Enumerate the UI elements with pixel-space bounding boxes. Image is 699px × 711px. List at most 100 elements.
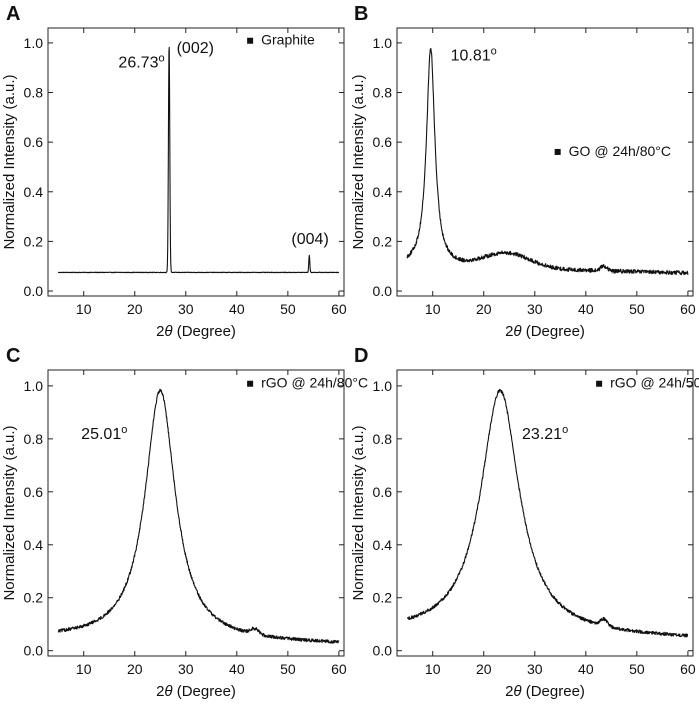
y-tick-label: 0.2 xyxy=(373,233,393,249)
x-axis-title: 2θ (Degree) xyxy=(156,323,236,340)
plot-frame xyxy=(396,369,694,657)
x-tick-label: 10 xyxy=(425,661,441,677)
x-axis-title-suffix: (Degree) xyxy=(522,683,585,700)
legend-marker xyxy=(596,380,603,387)
x-tick-label: 10 xyxy=(76,661,92,677)
x-axis-title-symbol: θ xyxy=(513,323,521,340)
x-tick-label: 60 xyxy=(331,301,347,317)
x-tick-label: 50 xyxy=(280,661,296,677)
x-tick-label: 30 xyxy=(527,301,543,317)
x-axis-title-suffix: (Degree) xyxy=(522,323,585,340)
xrd-series-line xyxy=(57,388,340,644)
degree-mark: o xyxy=(562,424,568,436)
plot-frame xyxy=(47,27,345,297)
xrd-series-line xyxy=(57,46,340,274)
panel-letter: D xyxy=(354,345,368,367)
y-tick-label: 1.0 xyxy=(24,378,44,394)
annotation-value: (002) xyxy=(177,40,214,57)
x-axis-title: 2θ (Degree) xyxy=(505,323,585,340)
y-tick-label: 0.8 xyxy=(24,431,44,447)
x-axis-title-symbol: θ xyxy=(164,323,172,340)
y-tick-label: 0.4 xyxy=(24,184,44,200)
y-tick-label: 1.0 xyxy=(373,35,393,51)
x-axis-title-prefix: 2 xyxy=(156,683,164,700)
x-tick-label: 20 xyxy=(127,301,143,317)
x-tick-label: 60 xyxy=(680,661,696,677)
legend-marker xyxy=(247,380,254,387)
x-tick-label: 30 xyxy=(527,661,543,677)
x-tick-label: 50 xyxy=(629,661,645,677)
legend-label: GO @ 24h/80°C xyxy=(569,143,671,159)
panel-letter: B xyxy=(354,3,368,25)
peak-annotation: (002) xyxy=(177,40,214,57)
legend-label: rGO @ 24h/50°C xyxy=(610,375,699,391)
panel-letter: C xyxy=(6,345,20,367)
x-tick-label: 60 xyxy=(680,301,696,317)
x-tick-label: 40 xyxy=(229,301,245,317)
panel-a: A 10 20 30 40 50 60 0.0 0.2 0.4 0.6 0.8 1.0 2θ (Degre… xyxy=(1,3,347,340)
panel-c: C 10 20 30 40 50 60 0.0 0.2 0.4 0.6 0.8 1.0 2θ (Degre… xyxy=(1,345,368,700)
degree-mark: o xyxy=(491,45,497,57)
y-tick-label: 0.8 xyxy=(373,85,393,101)
y-tick-label: 0.2 xyxy=(373,590,393,606)
legend-label: rGO @ 24h/80°C xyxy=(261,375,368,391)
y-tick-label: 0.6 xyxy=(373,134,393,150)
y-tick-label: 0.0 xyxy=(24,283,44,299)
y-axis-title: Normalized Intensity (a.u.) xyxy=(1,74,18,249)
annotation-value: (004) xyxy=(291,231,328,248)
x-tick-label: 20 xyxy=(127,661,143,677)
peak-annotation: 10.81o xyxy=(451,45,497,64)
y-tick-label: 0.6 xyxy=(24,134,44,150)
annotation-value: 25.01 xyxy=(81,426,121,443)
y-axis-title: Normalized Intensity (a.u.) xyxy=(1,425,18,600)
plot-frame xyxy=(47,369,345,657)
y-tick-label: 0.2 xyxy=(24,233,44,249)
x-tick-label: 20 xyxy=(476,301,492,317)
y-tick-label: 0.8 xyxy=(373,431,393,447)
x-tick-label: 10 xyxy=(425,301,441,317)
x-tick-label: 30 xyxy=(178,301,194,317)
y-axis-title: Normalized Intensity (a.u.) xyxy=(350,425,367,600)
y-tick-label: 0.0 xyxy=(373,643,393,659)
x-axis-title-suffix: (Degree) xyxy=(173,323,236,340)
x-tick-label: 40 xyxy=(578,661,594,677)
y-tick-label: 0.0 xyxy=(373,283,393,299)
legend-marker xyxy=(554,148,561,155)
y-tick-label: 0.4 xyxy=(24,537,44,553)
x-tick-label: 20 xyxy=(476,661,492,677)
y-tick-label: 0.2 xyxy=(24,590,44,606)
x-axis-title: 2θ (Degree) xyxy=(505,683,585,700)
annotation-value: 26.73 xyxy=(118,55,158,72)
x-tick-label: 50 xyxy=(629,301,645,317)
legend-label: Graphite xyxy=(261,32,315,48)
annotation-value: 10.81 xyxy=(451,47,491,64)
x-axis-title-prefix: 2 xyxy=(505,323,513,340)
x-tick-label: 50 xyxy=(280,301,296,317)
x-axis-title-symbol: θ xyxy=(164,683,172,700)
x-tick-label: 30 xyxy=(178,661,194,677)
y-tick-label: 0.6 xyxy=(373,484,393,500)
x-axis-title-symbol: θ xyxy=(513,683,521,700)
x-axis-title-suffix: (Degree) xyxy=(173,683,236,700)
degree-mark: o xyxy=(158,53,164,65)
y-tick-label: 0.4 xyxy=(373,184,393,200)
y-tick-label: 0.6 xyxy=(24,484,44,500)
x-axis-title: 2θ (Degree) xyxy=(156,683,236,700)
degree-mark: o xyxy=(121,424,127,436)
legend-marker xyxy=(247,37,254,44)
peak-annotation: (004) xyxy=(291,231,328,248)
x-tick-label: 40 xyxy=(229,661,245,677)
peak-annotation: 23.21o xyxy=(522,424,568,443)
y-tick-label: 0.4 xyxy=(373,537,393,553)
x-tick-label: 40 xyxy=(578,301,594,317)
x-tick-label: 10 xyxy=(76,301,92,317)
panel-letter: A xyxy=(6,3,20,25)
annotation-value: 23.21 xyxy=(522,426,562,443)
y-tick-label: 1.0 xyxy=(373,378,393,394)
xrd-series-line xyxy=(406,48,689,276)
xrd-series-line xyxy=(406,388,689,638)
plot-frame xyxy=(396,27,694,297)
y-tick-label: 1.0 xyxy=(24,35,44,51)
